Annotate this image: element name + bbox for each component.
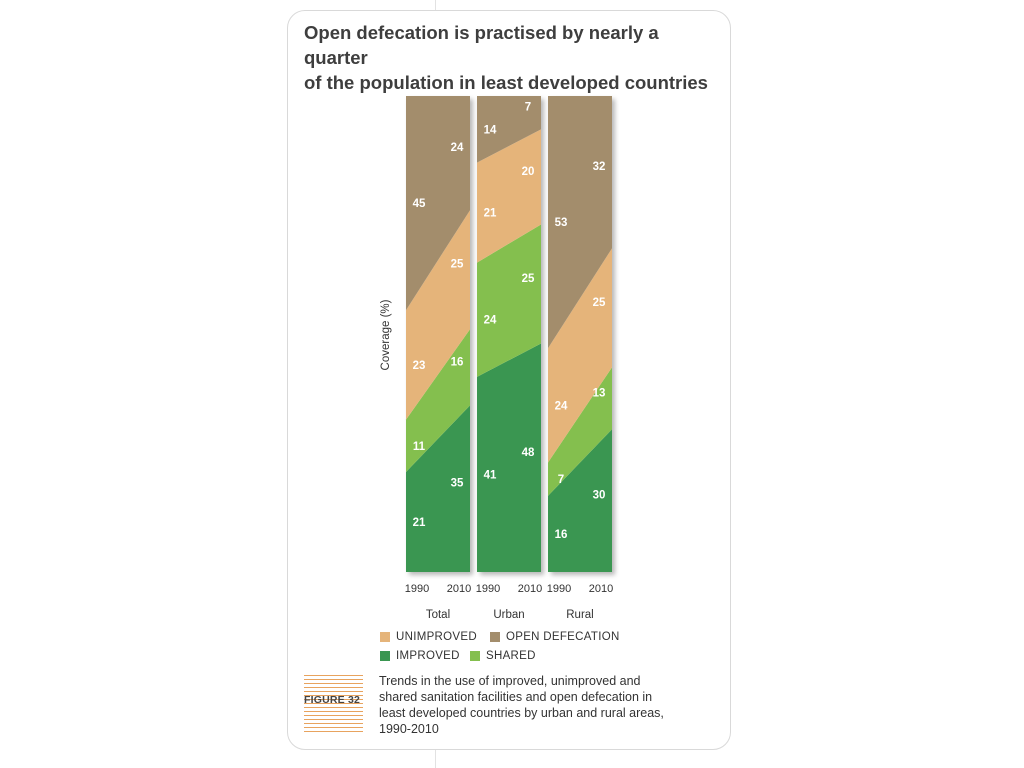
panel-label-urban: Urban (493, 609, 524, 621)
panel-urban: 41 48 24 25 21 20 14 7 1990 2010 Urban (476, 96, 542, 621)
data-label-total-unimproved-1990: 23 (413, 360, 426, 372)
data-label-rural-open-defecation-1990: 53 (555, 217, 568, 229)
area-rural-improved (548, 429, 612, 572)
data-label-urban-open-defecation-2010: 7 (525, 102, 531, 114)
data-label-total-open-defecation-1990: 45 (413, 198, 426, 210)
panel-label-rural: Rural (566, 609, 593, 621)
data-label-urban-unimproved-2010: 20 (522, 166, 535, 178)
data-label-rural-shared-2010: 13 (593, 387, 606, 399)
area-urban-improved (477, 343, 541, 572)
figure-label-rules (304, 675, 363, 735)
area-total-unimproved (406, 210, 470, 420)
data-label-rural-shared-1990: 7 (558, 474, 564, 486)
area-urban-shared (477, 224, 541, 377)
area-urban-unimproved (477, 129, 541, 263)
panel-rural: 16 30 7 13 24 25 53 32 1990 2010 Rural (547, 96, 613, 621)
legend-swatch-shared (470, 651, 480, 661)
area-rural-shared (548, 367, 612, 496)
chart-title-line-2: of the population in least developed cou… (304, 72, 708, 93)
area-urban-open-defecation (477, 96, 541, 163)
chart-title: Open defecation is practised by nearly a… (304, 20, 724, 95)
panel-label-total: Total (426, 609, 450, 621)
data-label-rural-improved-2010: 30 (593, 490, 606, 502)
data-label-total-shared-2010: 16 (451, 356, 464, 368)
y-axis-label: Coverage (%) (380, 299, 392, 370)
data-label-total-unimproved-2010: 25 (451, 259, 464, 271)
figure-label: FIGURE 32 (304, 694, 361, 706)
legend-label-open-defecation: OPEN DEFECATION (506, 631, 620, 643)
figure-caption: Trends in the use of improved, unimprove… (379, 673, 719, 737)
legend-label-shared: SHARED (486, 650, 536, 662)
data-label-total-improved-2010: 35 (451, 478, 464, 490)
coverage-chart: Coverage (%) 21 35 11 16 23 25 45 24 1990 2010 Tot… (380, 96, 613, 621)
legend-swatch-unimproved (380, 632, 390, 642)
data-label-rural-open-defecation-2010: 32 (593, 161, 606, 173)
area-total-shared (406, 329, 470, 473)
data-label-urban-improved-1990: 41 (484, 469, 497, 481)
area-total-open-defecation (406, 96, 470, 311)
data-label-urban-shared-1990: 24 (484, 315, 497, 327)
legend-item-shared: SHARED (470, 650, 536, 662)
chart-title-line-1: Open defecation is practised by nearly a… (304, 22, 659, 68)
data-label-urban-shared-2010: 25 (522, 273, 535, 285)
data-label-total-shared-1990: 11 (413, 441, 426, 453)
legend-item-unimproved: UNIMPROVED (380, 631, 477, 643)
data-label-total-improved-1990: 21 (413, 517, 426, 529)
legend-item-open-defecation: OPEN DEFECATION (490, 631, 620, 643)
data-label-total-open-defecation-2010: 24 (451, 142, 464, 154)
x-tick-urban-2010: 2010 (518, 583, 542, 595)
x-tick-total-2010: 2010 (447, 583, 471, 595)
caption-line-3: least developed countries by urban and r… (379, 706, 664, 720)
legend-label-improved: IMPROVED (396, 650, 460, 662)
data-label-urban-unimproved-1990: 21 (484, 208, 497, 220)
x-tick-rural-2010: 2010 (589, 583, 613, 595)
caption-line-1: Trends in the use of improved, unimprove… (379, 674, 641, 688)
x-tick-total-1990: 1990 (405, 583, 429, 595)
data-label-rural-unimproved-2010: 25 (593, 297, 606, 309)
data-label-rural-unimproved-1990: 24 (555, 400, 568, 412)
legend-item-improved: IMPROVED (380, 650, 460, 662)
x-tick-rural-1990: 1990 (547, 583, 571, 595)
data-label-urban-improved-2010: 48 (522, 447, 535, 459)
area-total-improved (406, 405, 470, 572)
legend-swatch-open-defecation (490, 632, 500, 642)
area-rural-unimproved (548, 248, 612, 463)
legend-label-unimproved: UNIMPROVED (396, 631, 477, 643)
caption-line-4: 1990-2010 (379, 722, 439, 736)
area-rural-open-defecation (548, 96, 612, 349)
caption-line-2: shared sanitation facilities and open de… (379, 690, 653, 704)
panel-total: 21 35 11 16 23 25 45 24 1990 2010 Total (405, 96, 471, 621)
x-tick-urban-1990: 1990 (476, 583, 500, 595)
legend-swatch-improved (380, 651, 390, 661)
data-label-rural-improved-1990: 16 (555, 529, 568, 541)
data-label-urban-open-defecation-1990: 14 (484, 124, 497, 136)
